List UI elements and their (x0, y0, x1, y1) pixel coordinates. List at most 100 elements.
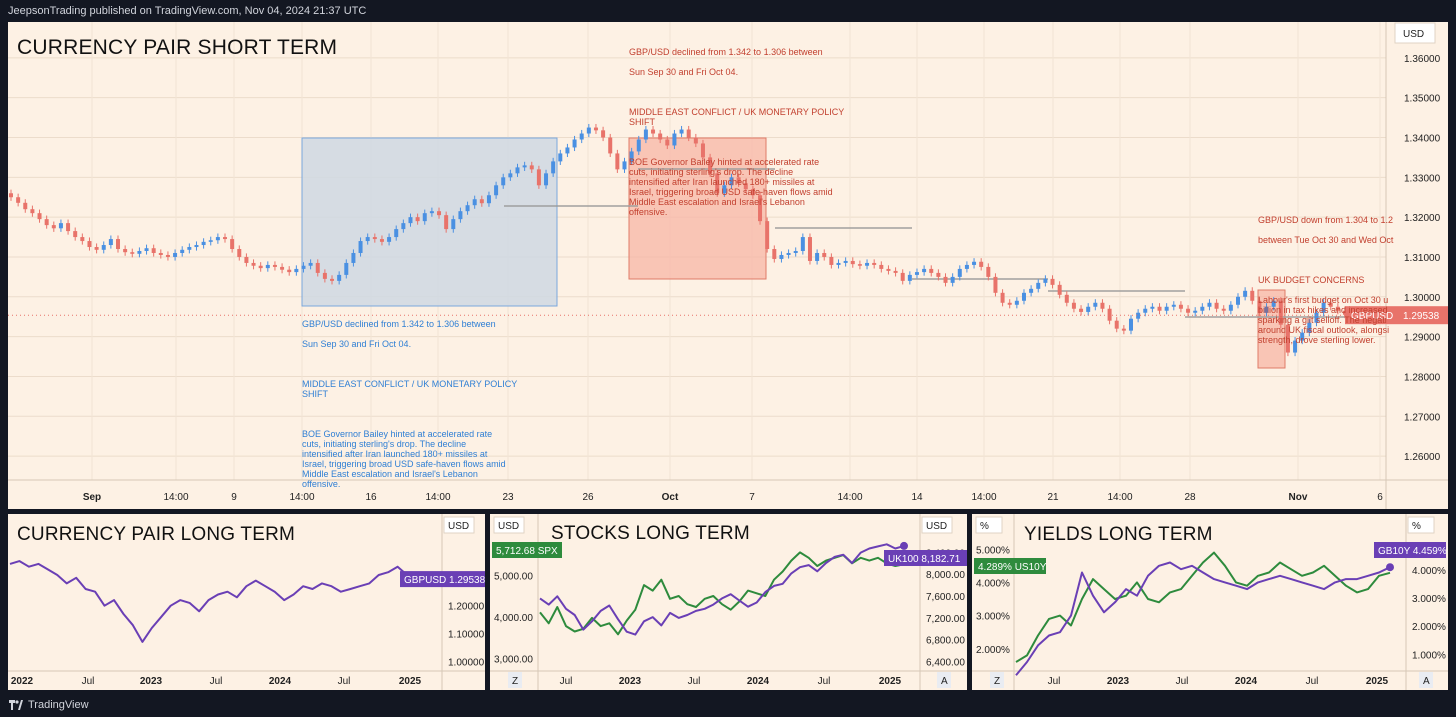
right-tick-label: 1.000% (1412, 650, 1446, 661)
price-tick-label: 1.34000 (1404, 134, 1441, 145)
annotation-budget-heading: UK BUDGET CONCERNS (1258, 275, 1365, 285)
candle-body (280, 266, 285, 270)
candle-body (686, 129, 691, 138)
candle-body (51, 225, 56, 229)
annotation-budget: GBP/USD down from 1.304 to 1.2 between T… (1258, 205, 1394, 355)
us10y-last-badge-text: 4.289% US10Y (978, 562, 1047, 573)
candle-body (265, 264, 270, 269)
time-tick-label: 21 (1047, 492, 1059, 503)
main-chart-svg[interactable]: USD 1.36000 1.35000 1.34000 1.33000 1.32000 1.… (8, 22, 1448, 509)
price-tick-label: 1.29000 (1404, 333, 1441, 344)
footer-brand: TradingView (28, 699, 89, 711)
candle-body (829, 256, 834, 265)
price-tick-label: 1.31000 (1404, 253, 1441, 264)
time-tick-label: 2025 (1366, 676, 1389, 687)
candle-body (1221, 308, 1226, 311)
yields-long-term-panel[interactable]: 5.000% 4.000% 3.000% 2.000% 4.000% 3.000% 2.00… (972, 514, 1448, 690)
main-chart-panel[interactable]: USD 1.36000 1.35000 1.34000 1.33000 1.32000 1.… (8, 22, 1448, 509)
candle-body (486, 195, 491, 204)
tradingview-logo-icon (9, 700, 23, 710)
candle-body (993, 276, 998, 293)
candle-body (1029, 288, 1034, 293)
yields-long-term-title: YIELDS LONG TERM (1024, 524, 1213, 545)
candle-body (765, 221, 770, 250)
annotation-blue-line2: Sun Sep 30 and Fri Oct 04. (302, 339, 412, 349)
time-tick-label: 7 (749, 492, 755, 503)
stocks-long-term-title: STOCKS LONG TERM (551, 523, 750, 544)
candle-body (1100, 302, 1105, 309)
candle-body (579, 133, 584, 140)
currency-long-term-panel[interactable]: 1.20000 1.10000 1.00000 2022 Jul 2023 Jul 2024 J… (8, 514, 485, 690)
candle-body (1093, 302, 1098, 307)
us10y-last-badge (974, 558, 1046, 574)
annotation-red-body: BOE Governor Bailey hinted at accelerate… (629, 157, 833, 217)
stocks-long-term-panel[interactable]: 5,000.004,000.003,000.008,400.008,000.00… (490, 514, 967, 690)
stocks-long-term-svg[interactable]: 5,000.004,000.003,000.008,400.008,000.00… (490, 514, 967, 690)
gbpusd-last-badge-text: GBPUSD 1.29538 (404, 575, 485, 586)
time-tick-label: Sep (83, 492, 101, 503)
z-button-badge (508, 672, 522, 688)
time-tick-label: 28 (1184, 492, 1196, 503)
left-tick-label: 2.000% (976, 645, 1010, 656)
selection-box-blue (301, 137, 558, 307)
a-button-badge-text: A (941, 676, 948, 687)
candle-body (1043, 278, 1048, 283)
time-tick-label: 9 (231, 492, 237, 503)
candle-body (622, 161, 627, 170)
candle-body (1007, 302, 1012, 305)
spx-last-dot (900, 541, 908, 550)
annotation-blue-body: BOE Governor Bailey hinted at accelerate… (302, 429, 506, 489)
candle-body (907, 274, 912, 281)
candle-body (394, 229, 399, 238)
candle-body (750, 189, 755, 196)
candle-body (565, 147, 570, 154)
candle-body (23, 202, 28, 210)
time-tick-label: Oct (662, 492, 679, 503)
candle-body (950, 276, 955, 283)
annotation-budget-line1: GBP/USD down from 1.304 to 1.2 (1258, 215, 1394, 225)
time-tick-label: 14:00 (837, 492, 862, 503)
uk100-last-badge-text: UK100 8,182.71 (888, 554, 961, 565)
time-tick-label: 2025 (399, 676, 422, 687)
candle-body (251, 262, 256, 266)
candle-body (1321, 302, 1326, 313)
candle-body (807, 237, 812, 261)
candle-body (294, 268, 299, 273)
time-tick-label: Jul (818, 676, 831, 687)
candle-body (180, 249, 185, 253)
candle-body (472, 199, 477, 206)
candle-body (1178, 304, 1183, 309)
candle-body (1271, 300, 1276, 307)
annotation-blue: GBP/USD declined from 1.342 to 1.306 bet… (302, 309, 542, 499)
time-tick-label: 14:00 (971, 492, 996, 503)
candle-body (315, 262, 320, 273)
candle-body (865, 262, 870, 266)
candle-body (116, 239, 121, 250)
right-tick-label: 4.000% (1412, 566, 1446, 577)
candle-body (1200, 306, 1205, 311)
candle-body (715, 173, 720, 194)
z-button-badge-text: Z (512, 676, 518, 687)
right-tick-label: 6,400.00 (926, 658, 965, 669)
candle-body (529, 165, 534, 170)
last-price-value: 1.29538 (1403, 311, 1440, 322)
time-tick-label: Jul (560, 676, 573, 687)
candle-body (201, 241, 206, 246)
candle-body (372, 237, 377, 240)
candle-body (1164, 306, 1169, 311)
right-tick-label: 1.10000 (448, 630, 485, 641)
annotation-red-heading: MIDDLE EAST CONFLICT / UK MONETARY POLIC… (629, 107, 845, 127)
candle-body (94, 247, 99, 250)
yields-long-term-svg[interactable]: 5.000% 4.000% 3.000% 2.000% 4.000% 3.000% 2.00… (972, 514, 1448, 690)
left-tick-label: 4,000.00 (494, 613, 533, 624)
price-tick-label: 1.27000 (1404, 412, 1441, 423)
left-tick-label: 5.000% (976, 545, 1010, 556)
candle-body (893, 270, 898, 273)
left-currency-badge-text: USD (498, 521, 519, 532)
candle-body (44, 219, 49, 226)
price-tick-label: 1.26000 (1404, 452, 1441, 463)
annotation-red: GBP/USD declined from 1.342 to 1.306 bet… (629, 37, 869, 227)
candle-body (922, 268, 927, 273)
currency-long-term-svg[interactable]: 1.20000 1.10000 1.00000 2022 Jul 2023 Jul 2024 J… (8, 514, 485, 690)
right-currency-badge-text: % (1412, 521, 1421, 532)
